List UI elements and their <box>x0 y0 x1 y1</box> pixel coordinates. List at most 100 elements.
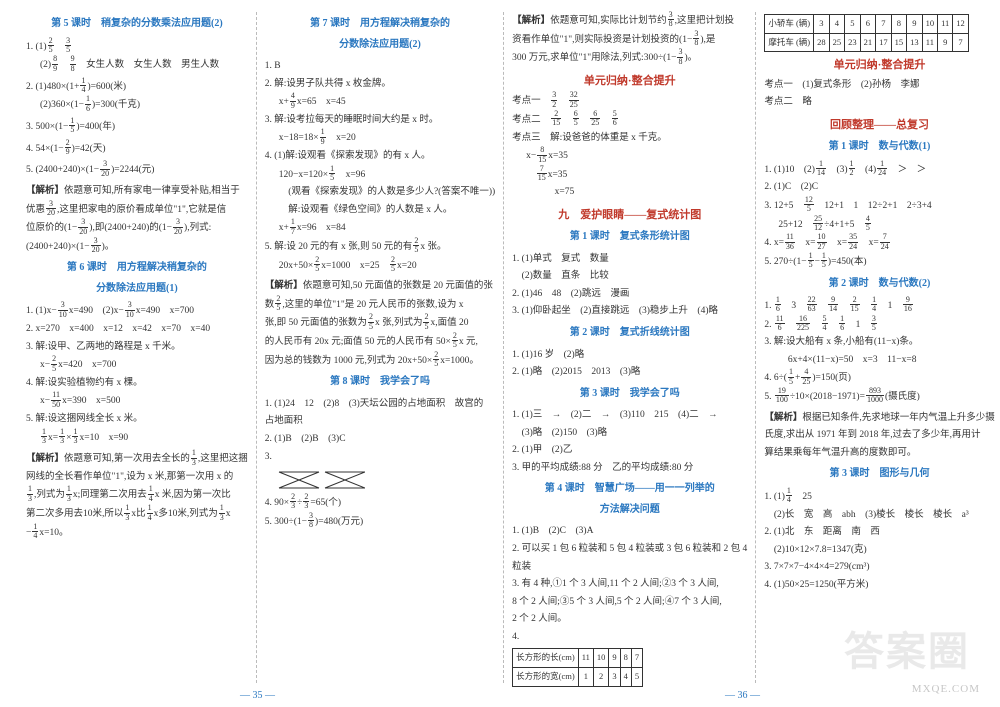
c2-l4: 4. (1)解:设观看《探索发现》的有 x 人。 <box>265 148 495 166</box>
c3-kd3: 考点三 解:设爸爸的体重是 x 千克。 <box>512 130 747 148</box>
c1b-2: 2. x=270 x=400 x=12 x=42 x=70 x=40 <box>26 321 248 339</box>
c2-ex5: 因为总的钱数为 1000 元,列式为 20x+50×25x=1000。 <box>265 352 495 371</box>
c1-l1: 1. (1)25 35 <box>26 38 248 57</box>
c3-l1-0: 1. (1)单式 复式 数量 <box>512 251 747 269</box>
c2b-3: 3. <box>265 449 495 467</box>
c3-kd2: 考点二 215 65 625 56 <box>512 111 747 130</box>
c1-title1: 第 5 课时 稍复杂的分数乘法应用题(2) <box>26 15 248 34</box>
c3-l4-4: 2 个 2 人间。 <box>512 611 747 629</box>
c1b-4a: x−1150x=390 x=500 <box>26 392 248 411</box>
c3-kd1: 考点一 32 3225 <box>512 92 747 111</box>
c4-l3t: 第 3 课时 图形与几何 <box>764 465 994 484</box>
c3-kd3a: x−815x=35 <box>512 147 747 166</box>
c1-l3: 2. (1)480×(1+14)=600(米) <box>26 78 248 97</box>
c4-l3-1: (2)长 宽 高 abh (3)棱长 棱长 棱长 a³ <box>764 507 994 525</box>
c3-l3t: 第 3 课时 我学会了吗 <box>512 385 747 404</box>
c2-l4b: (观看《探索发现》的人数是多少人?(答案不唯一)) <box>265 184 495 202</box>
c4-l1t: 第 1 课时 数与代数(1) <box>764 138 994 157</box>
c3-l1-1: (2)数量 直条 比较 <box>512 268 747 286</box>
c3-l1t: 第 1 课时 复式条形统计图 <box>512 228 747 247</box>
c3-l4-2: 3. 有 4 种,①1 个 3 人间,11 个 2 人间;②3 个 3 人间, <box>512 576 747 594</box>
c4-kd2: 考点二 略 <box>764 94 994 112</box>
c4-l3-3: (2)10×12×7.8=1347(克) <box>764 542 994 560</box>
c3-l3-2: 2. (1)甲 (2)乙 <box>512 442 747 460</box>
c2b-4: 4. 90×23÷23=65(个) <box>265 494 495 513</box>
c3-l4-5: 4. <box>512 629 747 647</box>
c4-l2t: 第 2 课时 数与代数(2) <box>764 275 994 294</box>
c3-l4t: 第 4 课时 智慧广场——用一一列举的 <box>512 480 747 499</box>
c1-l5: 3. 500×(1−15)=400(年) <box>26 118 248 137</box>
c1b-ex2: 网线的全长看作单位"1",设为 x 米,那第一次用 x 的 <box>26 469 248 487</box>
c4-l3-4: 3. 7×7×7−4×4×4=279(cm³) <box>764 559 994 577</box>
c1-l7: 5. (2400+240)×(1−320)=2244(元) <box>26 161 248 180</box>
c3-l2-1: 2. (1)略 (2)2015 2013 (3)略 <box>512 364 747 382</box>
c1-l6: 4. 54×(1−29)=42(天) <box>26 140 248 159</box>
c2-l3: 3. 解:设考拉每天的睡眠时间大约是 x 时。 <box>265 112 495 130</box>
c2-ex3: 张,即 50 元面值的张数为25x 张,列式为25x,面值 20 <box>265 314 495 333</box>
c2-l5: 5. 解:设 20 元的有 x 张,则 50 元的有25x 张。 <box>265 238 495 257</box>
c1b-ex1: 【解析】依题意可知,第一次用去全长的13,这里把这捆 <box>26 450 248 469</box>
c3-l4-3: 8 个 2 人间;③5 个 3 人间,5 个 2 人间;④7 个 3 人间, <box>512 594 747 612</box>
c3-l1-2: 2. (1)46 48 (2)跳远 漫画 <box>512 286 747 304</box>
c2-ex2: 数25,这里的单位"1"是 20 元人民币的张数,设为 x <box>265 296 495 315</box>
c4-l2-ex3: 算结果乘每年气温升高的度数即可。 <box>764 445 994 463</box>
c3-l3-1: (3)略 (2)150 (3)略 <box>512 425 747 443</box>
c3-l4tb: 方法解决问题 <box>512 501 747 520</box>
c1-l2: (2)89 98 女生人数 女生人数 男生人数 <box>26 56 248 75</box>
c2-title1b: 分数除法应用题(2) <box>265 36 495 55</box>
c3-kd3c: x=75 <box>512 184 747 202</box>
c1-l4: (2)360×(1−16)=300(千克) <box>26 96 248 115</box>
c4-l3-5: 4. (1)50×25=1250(平方米) <box>764 577 994 595</box>
c2-l4d: x+17x=96 x=84 <box>265 219 495 238</box>
page-number-right: — 36 — <box>725 690 760 701</box>
c2b-2: 2. (1)B (2)B (3)C <box>265 431 495 449</box>
c2b-1a: 占地面积 <box>265 413 495 431</box>
c3-l1-3: 3. (1)仰卧起坐 (2)直接跳远 (3)稳步上升 (4)略 <box>512 303 747 321</box>
c1b-ex3: 13,列式为13x;同理第二次用去14x 米,因为第一次比 <box>26 486 248 505</box>
c1-ex3: 位原价的(1−320),即(2400+240)的(1−320),列式: <box>26 219 248 238</box>
vehicle-table: 小轿车 (辆)3456789101112 摩托车 (辆)282523211715… <box>764 14 968 52</box>
c1b-3a: x−25x=420 x=700 <box>26 356 248 375</box>
c3-l4-0: 1. (1)B (2)C (3)A <box>512 523 747 541</box>
c1b-ex5: −14x=10。 <box>26 524 248 543</box>
c4-l2-0: 1. 16 3 2263 914 215 14 1 916 <box>764 297 994 316</box>
c3-l2t: 第 2 课时 复式折线统计图 <box>512 324 747 343</box>
c2-l2: 2. 解:设男子队共得 x 枚金牌。 <box>265 76 495 94</box>
c1b-1: 1. (1)x−310x=490 (2)x−310x=490 x=700 <box>26 302 248 321</box>
c3-l4-1: 2. 可以买 1 包 6 粒装和 5 包 4 粒装或 3 包 6 粒装和 2 包… <box>512 541 747 559</box>
c2-title2: 第 8 课时 我学会了吗 <box>265 373 495 392</box>
c3-t3: 300 万元,求单位"1"用除法,列式:300÷(1−38)。 <box>512 49 747 68</box>
c2b-1: 1. (1)24 12 (2)8 (3)天坛公园的占地面积 故宫的 <box>265 396 495 414</box>
c3-l3-0: 1. (1)三 → (2)二 → (3)110 215 (4)二 → <box>512 407 747 425</box>
c3-l4-1b: 粒装 <box>512 559 747 577</box>
column-3: 【解析】依题意可知,实际比计划节约38,这里把计划投 资看作单位"1",则实际投… <box>503 12 755 683</box>
source-url: MXQE.COM <box>912 683 980 695</box>
c4-l1-4: 5. 270÷(1−15−15)=450(本) <box>764 253 994 272</box>
c4-unit: 单元归纳·整合提升 <box>764 55 994 75</box>
c2-l5a: 20x+50×25x=1000 x=25 25x=20 <box>265 257 495 276</box>
c2-title1: 第 7 课时 用方程解决稍复杂的 <box>265 15 495 34</box>
c2-ex1: 【解析】依题意可知,50 元面值的张数是 20 元面值的张 <box>265 278 495 296</box>
c2-l1: 1. B <box>265 58 495 76</box>
c2-l3a: x−18=18×19 x=20 <box>265 129 495 148</box>
c4-l3-2: 2. (1)北 东 距离 南 西 <box>764 524 994 542</box>
c4-kd1: 考点一 (1)复式条形 (2)孙杨 李娜 <box>764 77 994 95</box>
column-1: 第 5 课时 稍复杂的分数乘法应用题(2) 1. (1)25 35 (2)89 … <box>18 12 256 683</box>
c4-l2-2: 3. 解:设大船有 x 条,小船有(11−x)条。 <box>764 334 994 352</box>
c1b-3: 3. 解:设甲、乙两地的路程是 x 千米。 <box>26 339 248 357</box>
c2-l4a: 120−x=120×15 x=96 <box>265 166 495 185</box>
c4-l1-1: 2. (1)C (2)C <box>764 179 994 197</box>
c2-l4c: 解:设观看《绿色空间》的人数是 x 人。 <box>265 202 495 220</box>
cross-diagram <box>275 469 365 491</box>
c1-ex1: 【解析】依题意可知,所有家电一律享受补贴,相当于 <box>26 183 248 201</box>
c3-l2-0: 1. (1)16 岁 (2)略 <box>512 347 747 365</box>
c4-l1-0: 1. (1)10 (2)114 (3)12 (4)124 ＞ ＞ <box>764 161 994 180</box>
c4-l1-3: 4. x=1136 x=1027 x=3524 x=724 <box>764 234 994 253</box>
c3-nine: 九 爱护眼睛——复式统计图 <box>512 205 747 225</box>
c2-l2a: x+49x=65 x=45 <box>265 93 495 112</box>
rect-table: 长方形的长(cm)1110987 长方形的宽(cm)12345 <box>512 648 643 686</box>
c2b-5: 5. 300÷(1−38)=480(万元) <box>265 513 495 532</box>
c3-l3-3: 3. 甲的平均成绩:88 分 乙的平均成绩:80 分 <box>512 460 747 478</box>
c4-l2-4: 5. 19100÷10×(2018−1971)=8931000(摄氏度) <box>764 388 994 407</box>
c4-l1-2: 3. 12+5 125 12+1 1 12÷2+1 2÷3+4 <box>764 197 994 216</box>
